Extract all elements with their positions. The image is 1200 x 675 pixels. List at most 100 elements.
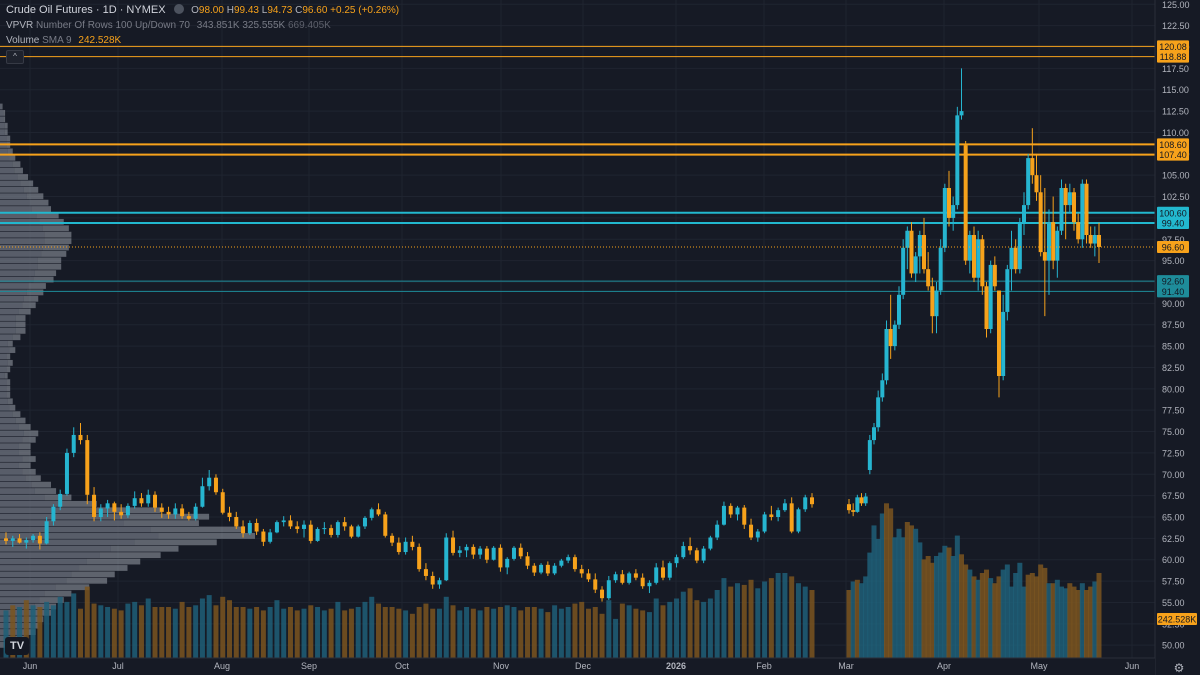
volume-bar [193,605,199,658]
candle-body [579,569,584,574]
volume-profile-bar-down [7,340,13,347]
candle-body [64,452,69,494]
candle-body [934,290,939,317]
volume-profile-bar-up [0,206,32,212]
volume-bar [3,610,9,658]
volume-bar [464,607,470,658]
vpvr-up-volume: 343.851K [196,20,240,31]
volume-profile-bar-up [0,315,16,321]
volume-legend[interactable]: Volume SMA 9 242.528K [6,35,121,46]
volume-bar [1042,567,1048,658]
volume-bar [525,607,531,658]
volume-bar [565,607,571,658]
candle-body [92,494,97,517]
volume-profile-bar-up [0,212,37,219]
volume-bar [138,605,144,658]
volume-bar [213,605,219,658]
volume-profile-bar-down [44,238,72,245]
x-tick-label: Sep [301,661,317,671]
y-tick-label: 67.50 [1162,491,1185,501]
y-tick-label: 95.00 [1162,256,1185,266]
x-tick-label: Dec [575,661,592,671]
candle-body [180,508,185,517]
candle-body [396,542,401,553]
volume-bar [511,607,517,658]
volume-bar [1009,586,1014,658]
candle-body [897,294,901,325]
volume-bar [186,607,192,658]
volume-bar [281,608,287,658]
volume-bar [267,607,273,658]
candle-body [660,567,665,578]
volume-bar [871,525,877,658]
candle-body [342,522,347,527]
volume-profile-bar-down [22,456,36,462]
volume-bar [220,596,226,658]
candle-body [132,498,137,506]
volume-bar [558,608,564,658]
candle-body [268,532,273,542]
y-tick-label: 102.50 [1162,192,1190,202]
volume-bar [592,607,598,658]
volume-bar [477,610,483,658]
candle-body [955,115,960,206]
volume-bar [1046,583,1052,658]
collapse-legend-button[interactable]: ^ [6,50,24,64]
candle-body [1009,247,1014,270]
candle-body [274,522,279,533]
vpvr-legend[interactable]: VPVR Number Of Rows 100 Up/Down 70 343.8… [6,20,331,31]
volume-bar [687,588,693,658]
x-tick-label: Aug [214,661,230,671]
candle-body [491,547,496,560]
volume-bar [423,603,429,658]
volume-bar [963,564,969,658]
volume-bar [971,576,977,658]
candle-body [782,503,787,511]
candle-body [1001,311,1006,376]
volume-bar [1059,586,1064,658]
volume-bar [436,608,442,658]
gear-icon[interactable]: ⚙ [1173,661,1185,675]
last-price-label: 96.60 [1157,240,1189,253]
candle-body [572,557,577,570]
candle-body [708,537,713,549]
x-tick-label: Feb [756,661,772,671]
volume-profile-bar-up [0,308,19,315]
volume-bar [946,547,952,658]
volume-profile-bar-down [6,353,11,360]
price-level-label: 91.40 [1157,285,1189,298]
volume-profile-bar-down [14,167,23,174]
open-value: 98.00 [198,5,224,16]
volume-profile-bar-up [0,533,159,539]
volume-bar [701,601,707,658]
price-level-label-text: 108.60 [1159,140,1187,150]
volume-profile-bar-up [0,520,124,527]
volume-profile-bar-down [33,276,54,283]
candle-body [545,564,550,574]
candle-body [220,492,225,513]
volume-bar [545,612,551,658]
volume-bar [942,545,948,658]
volume-bar [917,542,923,658]
volume-bar [518,610,524,658]
low-label: L [261,5,268,16]
candle-body [200,486,205,507]
volume-bar [888,508,894,658]
volume-bar [748,579,754,658]
volume-bar [44,601,50,658]
price-level-label-bg [1157,40,1189,53]
vpvr-down-volume: 325.555K [242,20,286,31]
volume-bar [714,590,720,658]
eye-icon[interactable] [174,4,185,14]
volume-profile-bar-up [0,238,45,245]
volume-profile-bar-down [23,186,39,193]
x-tick-label: Oct [395,661,410,671]
volume-profile-bar-down [34,270,57,277]
volume-profile-bar-up [0,321,16,328]
tradingview-logo-icon[interactable]: TV [5,637,29,655]
candle-body [98,508,103,517]
candle-body [880,380,885,398]
volume-bar [802,586,808,658]
price-level-label-text: 107.40 [1159,150,1187,160]
